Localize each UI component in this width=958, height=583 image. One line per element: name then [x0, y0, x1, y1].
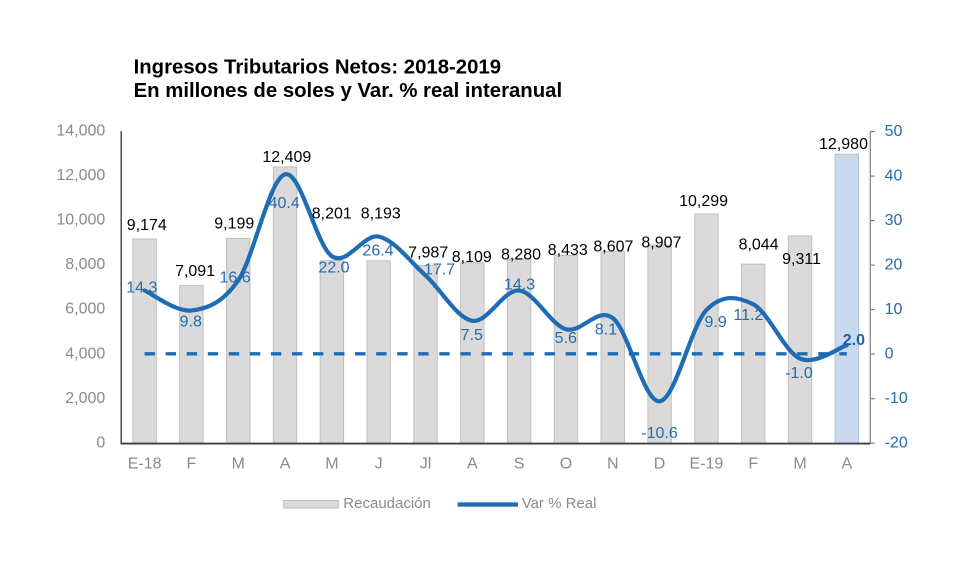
svg-text:50: 50: [885, 123, 903, 140]
svg-text:12,000: 12,000: [56, 167, 105, 184]
svg-text:8,044: 8,044: [739, 237, 779, 254]
svg-text:E-18: E-18: [128, 455, 162, 472]
svg-text:-20: -20: [885, 434, 908, 451]
svg-text:A: A: [467, 455, 478, 472]
svg-text:9.9: 9.9: [704, 314, 726, 331]
svg-text:4,000: 4,000: [65, 345, 105, 362]
svg-text:N: N: [607, 455, 619, 472]
svg-text:30: 30: [885, 212, 903, 229]
svg-text:F: F: [748, 455, 758, 472]
svg-text:-10: -10: [885, 390, 908, 407]
svg-text:8,109: 8,109: [452, 249, 492, 266]
svg-text:14.3: 14.3: [126, 280, 157, 297]
svg-text:0: 0: [885, 345, 894, 362]
svg-text:7,987: 7,987: [408, 245, 448, 262]
svg-text:22.0: 22.0: [318, 260, 349, 277]
svg-text:14,000: 14,000: [56, 123, 105, 140]
svg-text:40: 40: [885, 167, 903, 184]
svg-text:8,201: 8,201: [312, 205, 352, 222]
svg-text:8,607: 8,607: [593, 238, 633, 255]
svg-text:9.8: 9.8: [180, 314, 202, 331]
svg-text:Ingresos Tributarios Netos: 20: Ingresos Tributarios Netos: 2018-2019: [134, 56, 501, 78]
svg-text:17.7: 17.7: [424, 262, 455, 279]
svg-text:A: A: [842, 455, 853, 472]
svg-text:D: D: [654, 455, 666, 472]
svg-text:26.4: 26.4: [362, 243, 393, 260]
svg-text:8.1: 8.1: [595, 322, 617, 339]
svg-text:En millones de soles y Var. %: En millones de soles y Var. % real inter…: [134, 80, 563, 102]
svg-text:J: J: [375, 455, 383, 472]
svg-text:11.2: 11.2: [733, 307, 763, 324]
svg-text:8,907: 8,907: [641, 234, 681, 251]
svg-text:O: O: [560, 455, 572, 472]
svg-text:16.6: 16.6: [220, 270, 251, 287]
svg-text:10,000: 10,000: [56, 212, 105, 229]
svg-text:9,311: 9,311: [782, 251, 821, 268]
svg-text:7,091: 7,091: [175, 263, 215, 280]
svg-text:M: M: [232, 455, 245, 472]
svg-text:Jl: Jl: [420, 455, 432, 472]
svg-text:F: F: [187, 455, 197, 472]
svg-text:S: S: [514, 455, 525, 472]
svg-text:A: A: [280, 455, 291, 472]
svg-text:-1.0: -1.0: [785, 365, 813, 382]
svg-text:Recaudación: Recaudación: [343, 495, 431, 512]
svg-text:9,174: 9,174: [127, 217, 167, 234]
svg-text:12,980: 12,980: [819, 136, 868, 153]
svg-text:7.5: 7.5: [461, 327, 483, 344]
svg-text:M: M: [793, 455, 806, 472]
svg-text:20: 20: [885, 256, 903, 273]
svg-text:6,000: 6,000: [65, 301, 105, 318]
svg-text:14.3: 14.3: [504, 277, 535, 294]
svg-text:9,199: 9,199: [214, 215, 254, 232]
svg-text:40.4: 40.4: [269, 195, 300, 212]
svg-text:2.0: 2.0: [843, 332, 865, 349]
svg-text:Var % Real: Var % Real: [522, 495, 597, 512]
svg-text:M: M: [325, 455, 338, 472]
svg-text:8,433: 8,433: [548, 242, 588, 259]
svg-text:E-19: E-19: [689, 455, 723, 472]
svg-text:10,299: 10,299: [679, 193, 728, 210]
svg-text:-10.6: -10.6: [641, 425, 678, 442]
svg-text:2,000: 2,000: [65, 390, 105, 407]
svg-text:0: 0: [96, 434, 105, 451]
svg-text:8,000: 8,000: [65, 256, 105, 273]
svg-text:12,409: 12,409: [262, 149, 311, 166]
svg-text:8,193: 8,193: [361, 205, 401, 222]
svg-text:10: 10: [885, 301, 903, 318]
svg-text:8,280: 8,280: [501, 247, 541, 264]
svg-text:5.6: 5.6: [555, 330, 577, 347]
